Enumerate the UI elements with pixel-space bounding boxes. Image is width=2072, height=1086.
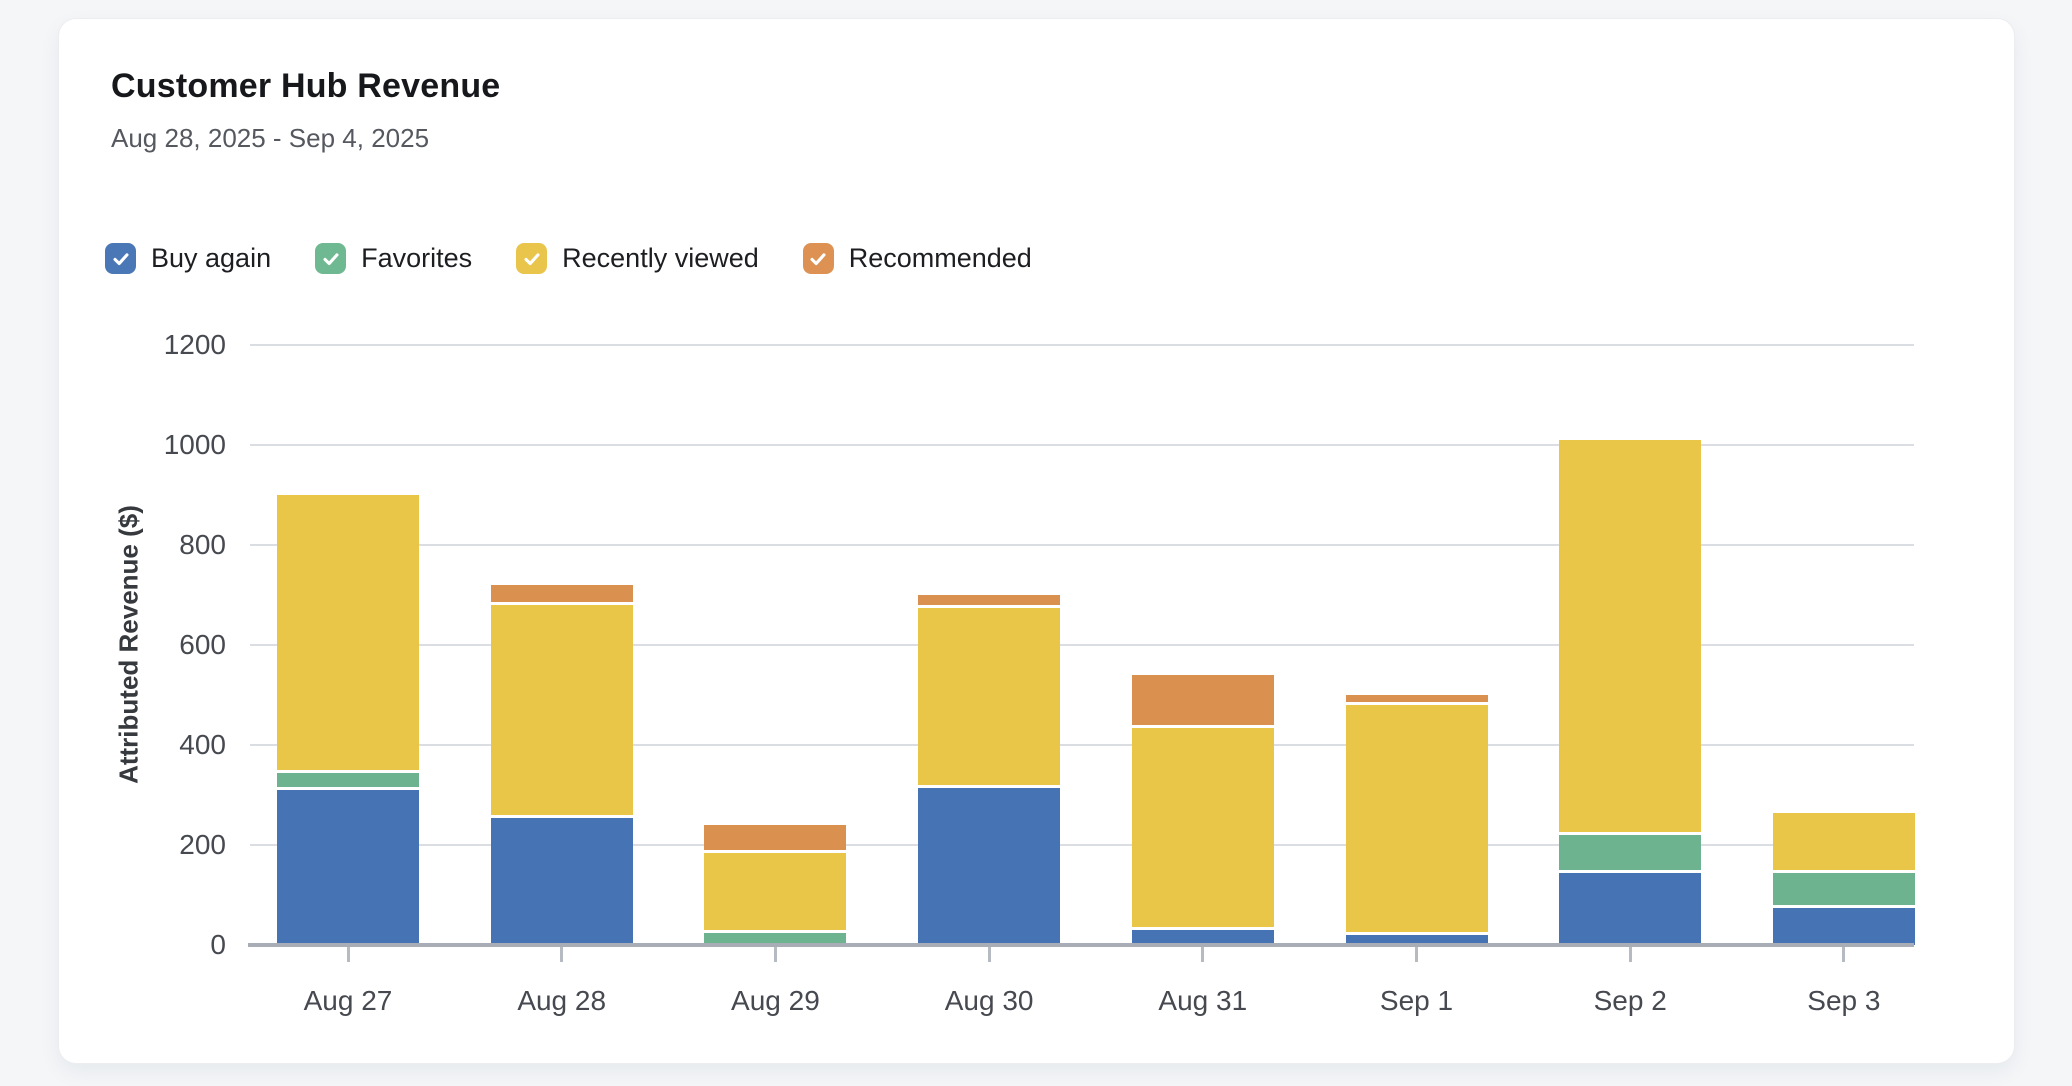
y-tick-label: 400 bbox=[179, 729, 226, 760]
x-tick-label: Aug 31 bbox=[1158, 985, 1248, 1016]
bar-segment-recently-viewed-sep-1[interactable] bbox=[1345, 705, 1488, 935]
y-tick-label: 600 bbox=[179, 629, 226, 660]
y-axis-title: Attributed Revenue ($) bbox=[113, 505, 144, 784]
x-tick-label: Sep 2 bbox=[1593, 985, 1667, 1016]
bar-segment-recently-viewed-sep-3[interactable] bbox=[1772, 812, 1915, 873]
legend-item-buy-again[interactable]: Buy again bbox=[105, 243, 271, 274]
legend-checkbox-checked-icon[interactable] bbox=[105, 243, 136, 274]
legend-item-recently-viewed[interactable]: Recently viewed bbox=[516, 243, 759, 274]
bar-segment-recently-viewed-aug-29[interactable] bbox=[704, 852, 847, 933]
x-tick-mark bbox=[1842, 947, 1846, 962]
page-title: Customer Hub Revenue bbox=[111, 67, 501, 105]
y-tick-label: 800 bbox=[179, 529, 226, 560]
x-tick-mark bbox=[1415, 947, 1418, 962]
stacked-bar-chart: 0 200 400 600 800 1000 1200 Aug 27 Aug 28 Aug 29 A… bbox=[114, 329, 1915, 1016]
x-tick-mark bbox=[1628, 947, 1632, 962]
legend-label: Recently viewed bbox=[562, 243, 759, 273]
date-range: Aug 28, 2025 - Sep 4, 2025 bbox=[111, 123, 430, 153]
bar-segment-favorites-aug-27[interactable] bbox=[277, 772, 419, 790]
gridline-y-200 bbox=[250, 844, 1914, 846]
bar-segment-buy-again-sep-1[interactable] bbox=[1345, 935, 1488, 945]
x-tick-mark bbox=[560, 947, 564, 962]
gridline-y-1000 bbox=[250, 444, 1914, 446]
y-tick-label: 1000 bbox=[163, 429, 226, 460]
y-tick-label: 0 bbox=[210, 929, 226, 960]
gridline-y-1200 bbox=[250, 344, 1914, 346]
gridline-y-600 bbox=[250, 644, 1914, 646]
legend-checkbox-checked-icon[interactable] bbox=[516, 243, 548, 274]
bar-segment-buy-again-aug-31[interactable] bbox=[1131, 930, 1274, 945]
bar-segment-buy-again-aug-30[interactable] bbox=[918, 787, 1061, 945]
bar-segment-recently-viewed-aug-27[interactable] bbox=[277, 495, 419, 773]
bar-segment-buy-again-sep-2[interactable] bbox=[1559, 872, 1702, 945]
bar-segment-recommended-sep-1[interactable] bbox=[1345, 695, 1488, 705]
revenue-report-card: Customer Hub Revenue Aug 28, 2025 - Sep … bbox=[58, 18, 2015, 1064]
x-tick-label: Aug 29 bbox=[731, 985, 820, 1016]
x-tick-label: Aug 28 bbox=[517, 985, 607, 1016]
bar-segment-recommended-aug-28[interactable] bbox=[490, 585, 633, 605]
bar-segment-recently-viewed-sep-2[interactable] bbox=[1559, 440, 1702, 835]
x-tick-label: Aug 27 bbox=[303, 985, 393, 1016]
x-tick-label: Sep 3 bbox=[1807, 985, 1881, 1016]
bar-segment-recommended-aug-31[interactable] bbox=[1131, 675, 1274, 728]
bar-segment-recommended-aug-29[interactable] bbox=[704, 825, 847, 853]
chart-legend: Buy again Favorites Recently viewed Recomme… bbox=[105, 243, 1032, 274]
x-tick-mark bbox=[773, 947, 777, 962]
bar-segment-favorites-aug-29[interactable] bbox=[704, 932, 847, 945]
y-tick-label: 1200 bbox=[163, 329, 226, 360]
y-tick-label: 200 bbox=[179, 829, 226, 860]
bar-segment-recently-viewed-aug-31[interactable] bbox=[1131, 727, 1274, 930]
x-tick-label: Sep 1 bbox=[1379, 985, 1454, 1016]
legend-label: Recommended bbox=[848, 243, 1032, 273]
legend-checkbox-checked-icon[interactable] bbox=[802, 243, 834, 274]
legend-label: Favorites bbox=[361, 243, 473, 273]
bar-segment-favorites-sep-3[interactable] bbox=[1772, 872, 1915, 908]
x-tick-mark bbox=[1201, 947, 1205, 962]
bar-segment-buy-again-aug-28[interactable] bbox=[490, 817, 633, 945]
gridline-y-400 bbox=[250, 744, 1914, 746]
bar-segment-recently-viewed-aug-28[interactable] bbox=[490, 605, 633, 818]
x-tick-label: Aug 30 bbox=[944, 985, 1034, 1016]
legend-checkbox-checked-icon[interactable] bbox=[315, 243, 347, 274]
x-tick-mark bbox=[987, 947, 991, 962]
bar-segment-buy-again-sep-3[interactable] bbox=[1772, 907, 1915, 945]
legend-label: Buy again bbox=[151, 243, 272, 273]
bar-segment-recently-viewed-aug-30[interactable] bbox=[918, 607, 1061, 788]
x-tick-mark bbox=[346, 947, 350, 962]
legend-item-favorites[interactable]: Favorites bbox=[315, 243, 472, 274]
gridline-y-800 bbox=[250, 544, 1914, 546]
x-axis-line bbox=[248, 943, 1914, 947]
bar-segment-recommended-aug-30[interactable] bbox=[918, 595, 1061, 608]
bar-segment-favorites-sep-2[interactable] bbox=[1559, 835, 1702, 873]
bar-segment-buy-again-aug-27[interactable] bbox=[277, 790, 419, 945]
legend-item-recommended[interactable]: Recommended bbox=[802, 243, 1032, 274]
